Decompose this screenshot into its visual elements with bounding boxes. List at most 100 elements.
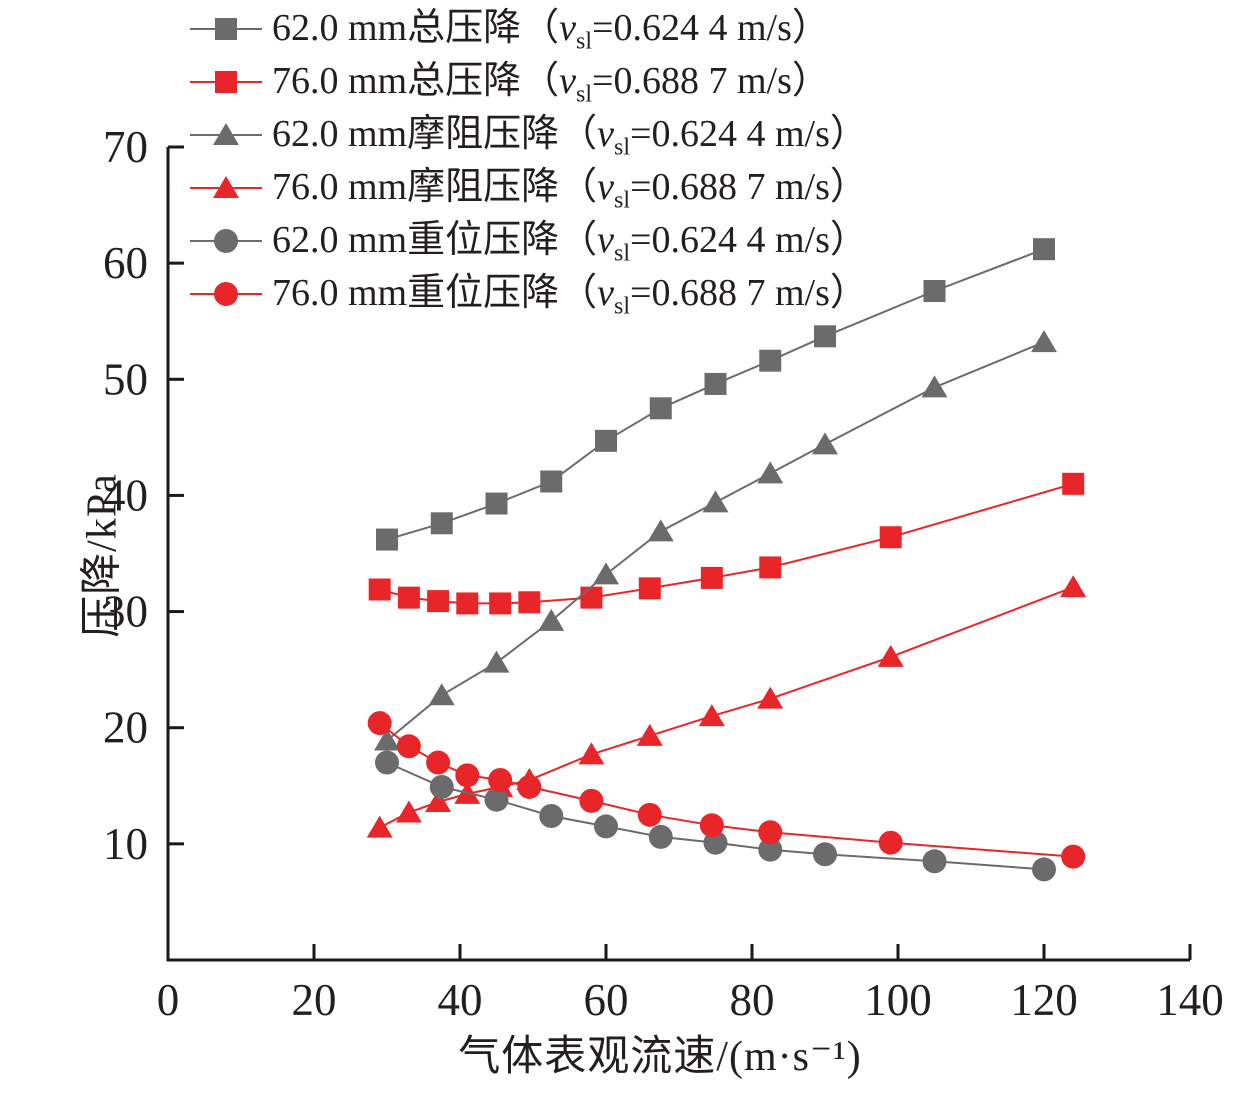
data-point-circle bbox=[758, 820, 783, 845]
data-point-square bbox=[580, 586, 603, 609]
legend-item: 76.0 mm摩阻压降（vsl=0.688 7 m/s） bbox=[188, 161, 868, 214]
data-point-square bbox=[368, 578, 391, 601]
data-point-square bbox=[759, 556, 782, 579]
x-tick-label: 0 bbox=[157, 975, 180, 1025]
data-point-circle bbox=[396, 734, 421, 759]
x-tick-label: 120 bbox=[1010, 975, 1078, 1025]
data-point-circle bbox=[517, 774, 542, 799]
data-point-square bbox=[489, 592, 512, 615]
data-point-square bbox=[540, 470, 563, 493]
legend-label: 62.0 mm总压降（vsl=0.624 4 m/s） bbox=[272, 7, 830, 55]
series-0 bbox=[376, 238, 1055, 551]
data-point-triangle bbox=[757, 686, 784, 709]
y-axis-title: 压降/kPa bbox=[79, 473, 126, 638]
x-tick-label: 60 bbox=[584, 975, 629, 1025]
data-point-square bbox=[595, 429, 617, 452]
data-point-triangle bbox=[428, 683, 455, 706]
data-point-triangle bbox=[921, 375, 948, 398]
data-point-circle bbox=[699, 813, 724, 838]
y-tick-label: 70 bbox=[103, 122, 148, 172]
x-tick-label: 140 bbox=[1156, 975, 1224, 1025]
data-point-circle bbox=[648, 824, 673, 849]
data-point-triangle bbox=[757, 461, 784, 484]
legend-label: 76.0 mm重位压降（vsl=0.688 7 m/s） bbox=[272, 272, 868, 320]
data-point-triangle bbox=[213, 122, 239, 145]
series-line bbox=[379, 482, 1074, 605]
x-axis-title: 气体表观流速/(m·s⁻¹) bbox=[458, 1034, 862, 1080]
data-point-square bbox=[430, 512, 453, 535]
data-point-circle bbox=[214, 281, 238, 306]
data-point-circle bbox=[426, 750, 451, 775]
legend-label: 62.0 mm摩阻压降（vsl=0.624 4 m/s） bbox=[272, 113, 868, 161]
y-tick-label: 30 bbox=[103, 587, 148, 637]
series-1 bbox=[368, 472, 1085, 615]
legend-item: 62.0 mm总压降（vsl=0.624 4 m/s） bbox=[188, 2, 868, 55]
series-5 bbox=[367, 711, 1086, 869]
data-point-square bbox=[215, 17, 237, 40]
data-point-square bbox=[759, 349, 782, 372]
data-point-triangle bbox=[395, 800, 422, 823]
legend-marker-square bbox=[190, 17, 262, 40]
data-point-triangle bbox=[647, 519, 674, 542]
legend-marker-circle bbox=[190, 228, 262, 253]
y-tick-label: 10 bbox=[103, 819, 148, 869]
series-2 bbox=[374, 330, 1057, 751]
y-tick-label: 20 bbox=[103, 703, 148, 753]
data-point-triangle bbox=[1060, 575, 1087, 598]
data-point-circle bbox=[922, 849, 947, 874]
y-tick-label: 40 bbox=[103, 470, 148, 520]
vsl-symbol: v bbox=[597, 219, 615, 261]
legend-item: 62.0 mm重位压降（vsl=0.624 4 m/s） bbox=[188, 214, 868, 267]
data-point-square bbox=[649, 397, 672, 420]
legend-item: 76.0 mm总压降（vsl=0.688 7 m/s） bbox=[188, 55, 868, 108]
data-point-circle bbox=[375, 750, 399, 775]
series-4 bbox=[375, 750, 1056, 882]
legend: 62.0 mm总压降（vsl=0.624 4 m/s） 76.0 mm总压降（vs… bbox=[188, 2, 868, 320]
data-point-circle bbox=[214, 228, 238, 253]
legend-marker-triangle bbox=[190, 175, 262, 198]
data-point-square bbox=[518, 591, 541, 614]
data-point-triangle bbox=[374, 728, 400, 751]
data-point-triangle bbox=[538, 608, 565, 631]
vsl-symbol: v bbox=[597, 272, 615, 314]
series-line bbox=[379, 586, 1074, 829]
data-point-triangle bbox=[636, 723, 663, 746]
data-point-circle bbox=[539, 803, 564, 828]
x-tick-label: 80 bbox=[730, 975, 775, 1025]
data-point-triangle bbox=[702, 490, 729, 513]
legend-marker-circle bbox=[190, 281, 262, 306]
data-point-square bbox=[638, 577, 661, 600]
data-point-triangle bbox=[366, 815, 393, 838]
series-3 bbox=[366, 575, 1087, 838]
data-point-triangle bbox=[1031, 330, 1057, 353]
data-point-square bbox=[879, 526, 902, 549]
data-point-triangle bbox=[213, 175, 239, 198]
data-point-triangle bbox=[483, 650, 510, 673]
data-point-square bbox=[397, 586, 420, 609]
data-point-triangle bbox=[812, 432, 838, 455]
data-point-triangle bbox=[578, 742, 605, 765]
data-point-square bbox=[485, 492, 508, 515]
data-point-square bbox=[427, 590, 450, 613]
data-point-square bbox=[704, 372, 727, 395]
legend-marker-square bbox=[190, 70, 262, 93]
legend-label: 76.0 mm摩阻压降（vsl=0.688 7 m/s） bbox=[272, 166, 868, 214]
x-tick-label: 20 bbox=[292, 975, 337, 1025]
data-point-square bbox=[376, 528, 398, 551]
x-tick-label: 40 bbox=[438, 975, 483, 1025]
legend-label: 62.0 mm重位压降（vsl=0.624 4 m/s） bbox=[272, 219, 868, 267]
data-point-square bbox=[700, 566, 723, 589]
series-line bbox=[386, 341, 1045, 742]
data-point-circle bbox=[429, 774, 454, 799]
data-point-square bbox=[215, 70, 237, 93]
legend-item: 62.0 mm摩阻压降（vsl=0.624 4 m/s） bbox=[188, 108, 868, 161]
axes-frame bbox=[166, 147, 1190, 962]
y-tick-label: 60 bbox=[103, 238, 148, 288]
data-point-circle bbox=[484, 787, 509, 812]
x-tick-label: 100 bbox=[864, 975, 932, 1025]
data-point-circle bbox=[579, 788, 604, 813]
vsl-symbol: v bbox=[597, 166, 615, 208]
legend-item: 76.0 mm重位压降（vsl=0.688 7 m/s） bbox=[188, 267, 868, 320]
y-tick-label: 50 bbox=[103, 354, 148, 404]
data-point-square bbox=[1062, 472, 1085, 495]
